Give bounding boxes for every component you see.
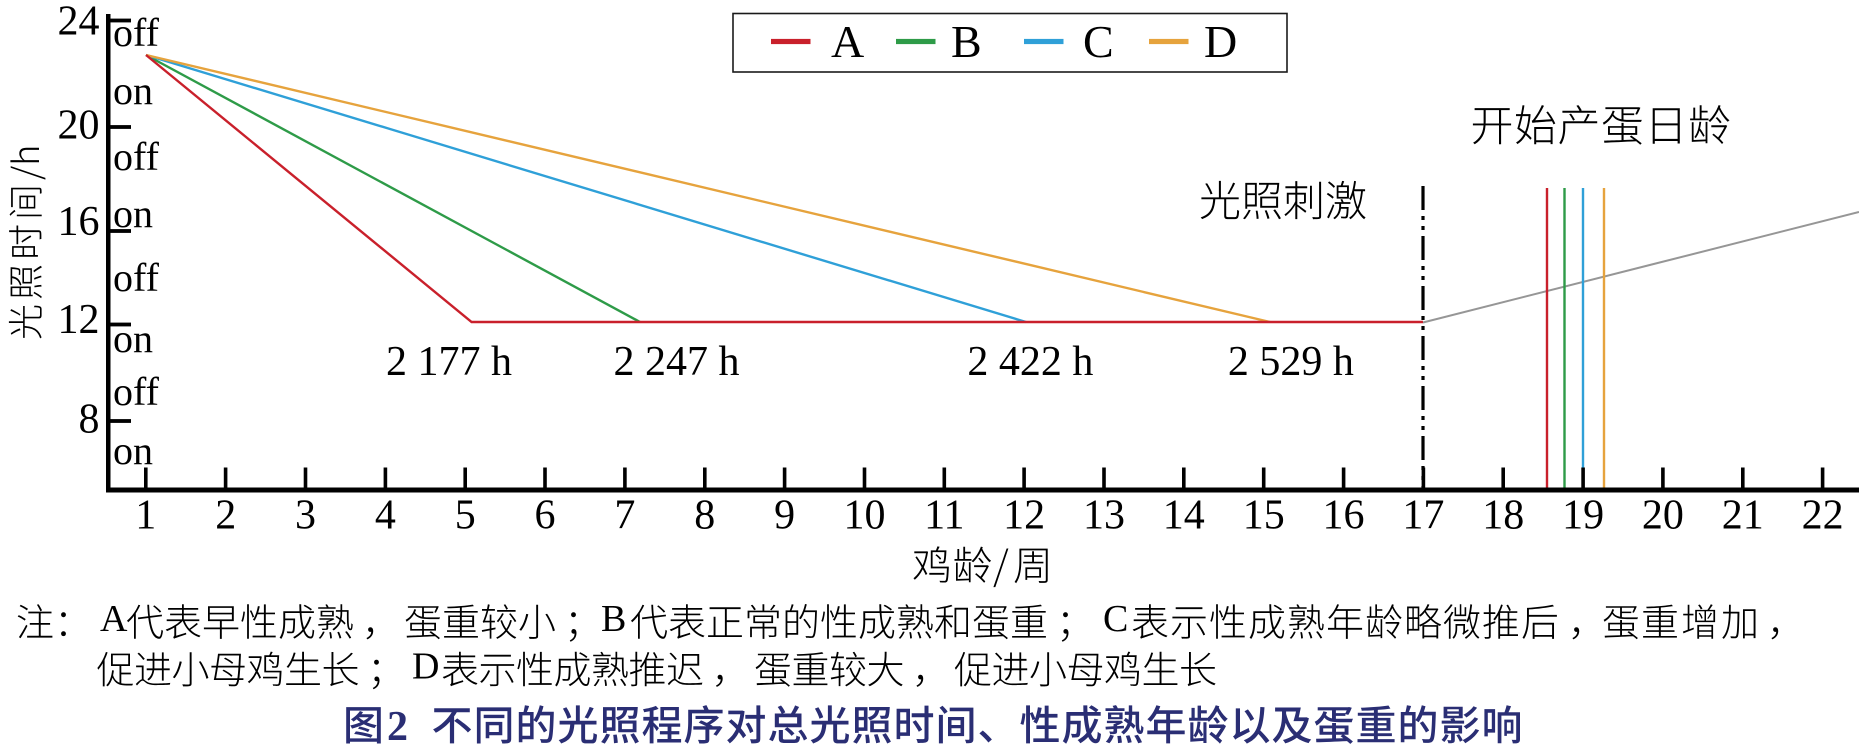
svg-text:15: 15 — [1243, 493, 1285, 539]
svg-text:A: A — [831, 16, 864, 67]
svg-text:C: C — [1103, 598, 1128, 640]
svg-text:1: 1 — [135, 493, 156, 539]
svg-text:14: 14 — [1163, 493, 1205, 539]
svg-text:C: C — [1083, 16, 1114, 67]
svg-text:5: 5 — [455, 493, 476, 539]
svg-text:on: on — [113, 68, 153, 113]
svg-text:20: 20 — [58, 103, 100, 149]
svg-text:2: 2 — [215, 493, 236, 539]
svg-text:A: A — [100, 598, 128, 640]
svg-text:19: 19 — [1562, 493, 1604, 539]
svg-text:4: 4 — [375, 493, 396, 539]
svg-text:16: 16 — [58, 199, 100, 245]
svg-text:9: 9 — [774, 493, 795, 539]
svg-text:2: 2 — [387, 704, 408, 750]
svg-text:22: 22 — [1802, 493, 1844, 539]
svg-text:12: 12 — [1003, 493, 1045, 539]
svg-text:6: 6 — [535, 493, 556, 539]
svg-text:21: 21 — [1722, 493, 1764, 539]
svg-text:8: 8 — [694, 493, 715, 539]
svg-text:on: on — [113, 191, 153, 236]
svg-text:16: 16 — [1323, 493, 1365, 539]
svg-text:off: off — [113, 134, 160, 179]
svg-text:B: B — [601, 598, 626, 640]
svg-text:off: off — [113, 255, 160, 300]
svg-text:17: 17 — [1402, 493, 1444, 539]
svg-text:2 177 h: 2 177 h — [386, 339, 512, 385]
svg-text:off: off — [113, 10, 160, 55]
svg-text:B: B — [951, 16, 982, 67]
svg-text:8: 8 — [79, 397, 100, 443]
svg-text:20: 20 — [1642, 493, 1684, 539]
svg-text:11: 11 — [924, 493, 964, 539]
svg-text:on: on — [113, 428, 153, 473]
svg-text:2 529 h: 2 529 h — [1228, 339, 1354, 385]
svg-text:D: D — [1204, 16, 1237, 67]
svg-text:7: 7 — [614, 493, 635, 539]
svg-text:2 422 h: 2 422 h — [967, 339, 1093, 385]
svg-text:12: 12 — [58, 297, 100, 343]
svg-text:on: on — [113, 316, 153, 361]
svg-text:10: 10 — [844, 493, 886, 539]
svg-text:off: off — [113, 369, 160, 414]
svg-text:24: 24 — [58, 0, 100, 45]
svg-text:3: 3 — [295, 493, 316, 539]
svg-text:2 247 h: 2 247 h — [614, 339, 740, 385]
svg-text:18: 18 — [1482, 493, 1524, 539]
svg-text:D: D — [412, 646, 439, 688]
svg-text:13: 13 — [1083, 493, 1125, 539]
